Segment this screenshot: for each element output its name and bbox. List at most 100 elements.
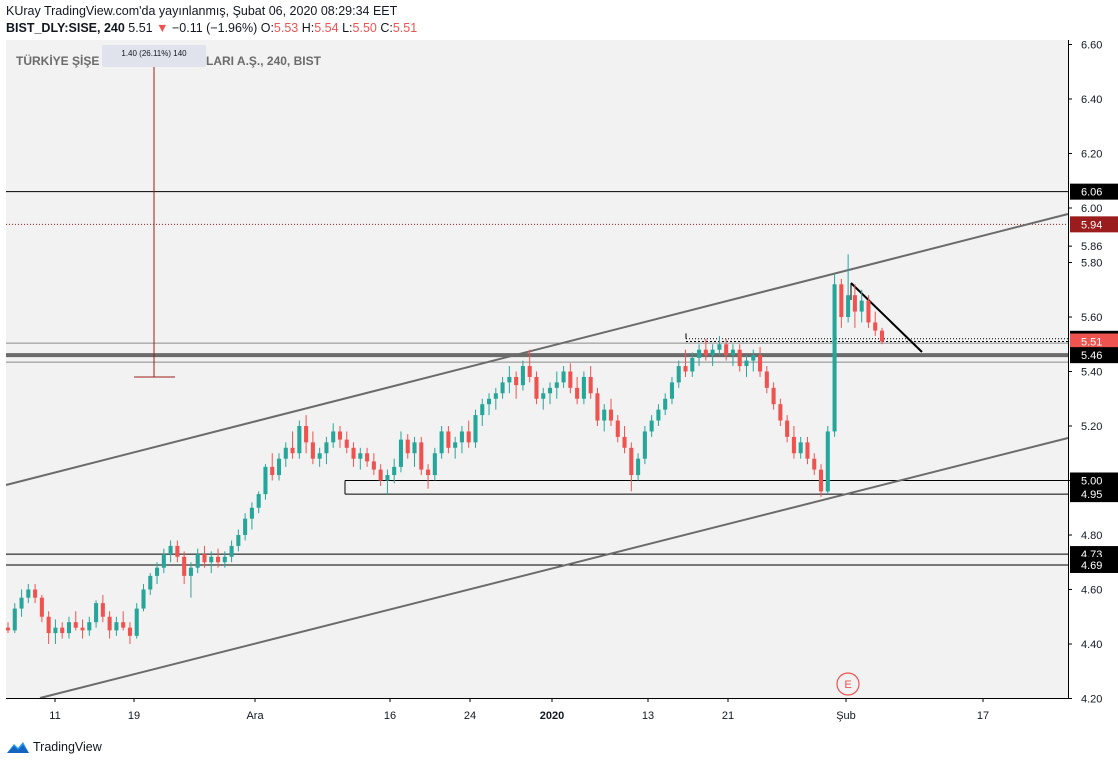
candle[interactable] <box>182 551 187 585</box>
candle[interactable] <box>87 616 92 636</box>
candle[interactable] <box>412 436 417 467</box>
candle[interactable] <box>676 360 681 388</box>
candle[interactable] <box>507 366 512 394</box>
candle[interactable] <box>608 398 614 426</box>
chart-pane[interactable] <box>6 40 1068 698</box>
candle[interactable] <box>249 502 254 530</box>
candle[interactable] <box>717 336 722 356</box>
candle[interactable] <box>114 616 119 636</box>
candle[interactable] <box>33 584 38 604</box>
candle[interactable] <box>703 338 708 361</box>
candle[interactable] <box>846 254 851 323</box>
candle[interactable] <box>385 469 390 495</box>
candle[interactable] <box>534 371 539 405</box>
candle[interactable] <box>426 464 431 489</box>
candle[interactable] <box>432 447 437 481</box>
x-axis[interactable]: 11 19 Ara 16 24 2020 13 21 Şub 17 <box>6 698 1068 722</box>
candle[interactable] <box>798 436 803 459</box>
candle[interactable] <box>39 594 44 623</box>
candle[interactable] <box>818 464 824 497</box>
candle[interactable] <box>602 404 607 432</box>
candle[interactable] <box>60 622 65 639</box>
candle[interactable] <box>649 415 654 437</box>
candle[interactable] <box>351 442 356 467</box>
candle[interactable] <box>520 360 525 391</box>
candle[interactable] <box>337 426 343 448</box>
candle[interactable] <box>758 346 763 377</box>
candle[interactable] <box>439 426 444 459</box>
candle[interactable] <box>751 349 756 372</box>
candle[interactable] <box>791 426 796 459</box>
candle[interactable] <box>358 447 363 470</box>
event-marker[interactable]: E <box>836 672 860 696</box>
candle[interactable] <box>222 551 227 568</box>
candle[interactable] <box>812 453 817 476</box>
candle[interactable] <box>94 600 99 628</box>
candle[interactable] <box>541 387 546 410</box>
candle[interactable] <box>514 371 519 399</box>
candle[interactable] <box>690 352 695 377</box>
candle[interactable] <box>663 393 668 416</box>
candle[interactable] <box>331 423 336 448</box>
candle[interactable] <box>615 415 620 443</box>
candle[interactable] <box>825 426 830 495</box>
candle[interactable] <box>148 573 153 595</box>
event-circle-icon[interactable] <box>836 672 860 696</box>
candle[interactable] <box>310 431 315 465</box>
candle[interactable] <box>405 434 410 459</box>
candle[interactable] <box>778 398 783 426</box>
channel-upper-line[interactable] <box>5 213 1069 486</box>
candle[interactable] <box>161 548 166 574</box>
candle[interactable] <box>155 562 160 585</box>
candle[interactable] <box>202 545 207 568</box>
candle[interactable] <box>324 436 329 465</box>
candle[interactable] <box>636 453 641 481</box>
candle[interactable] <box>683 349 688 377</box>
candle[interactable] <box>317 447 322 467</box>
candle[interactable] <box>737 344 742 372</box>
candle[interactable] <box>209 551 214 574</box>
candle[interactable] <box>642 426 647 465</box>
candle[interactable] <box>588 366 593 399</box>
candle[interactable] <box>879 327 885 345</box>
candle[interactable] <box>622 426 627 454</box>
candle[interactable] <box>873 311 878 337</box>
candle[interactable] <box>771 382 776 410</box>
candle[interactable] <box>629 442 634 492</box>
candle[interactable] <box>243 513 248 541</box>
candle[interactable] <box>304 415 309 454</box>
candle[interactable] <box>73 611 78 631</box>
candle[interactable] <box>263 464 268 500</box>
candle[interactable] <box>730 344 735 367</box>
candle[interactable] <box>175 540 180 563</box>
candle[interactable] <box>276 453 282 481</box>
candle[interactable] <box>398 431 403 473</box>
candle[interactable] <box>832 273 837 437</box>
candle[interactable] <box>487 393 492 416</box>
candle[interactable] <box>127 622 132 644</box>
candle[interactable] <box>53 619 58 644</box>
candle[interactable] <box>371 453 376 476</box>
candle[interactable] <box>297 420 302 459</box>
candle[interactable] <box>46 611 51 644</box>
y-axis[interactable]: 6.60 6.40 6.20 6.00 5.86 5.80 5.60 5.40 5.20 5.00… <box>1068 40 1118 706</box>
candle[interactable] <box>19 589 24 617</box>
candle[interactable] <box>236 529 241 552</box>
candle[interactable] <box>697 344 702 367</box>
candle[interactable] <box>547 382 553 405</box>
candle[interactable] <box>378 464 383 486</box>
candle[interactable] <box>12 603 17 634</box>
candle[interactable] <box>66 616 72 639</box>
candle[interactable] <box>859 289 864 323</box>
candle[interactable] <box>785 415 790 443</box>
candle[interactable] <box>527 349 532 383</box>
candle[interactable] <box>710 344 715 367</box>
triangle-resistance-line[interactable] <box>850 282 923 353</box>
candle[interactable] <box>344 431 349 454</box>
candle[interactable] <box>188 562 193 598</box>
candle[interactable] <box>656 404 661 426</box>
candle[interactable] <box>26 584 31 604</box>
candle[interactable] <box>107 611 112 639</box>
candle[interactable] <box>493 387 498 410</box>
candle[interactable] <box>5 622 11 634</box>
